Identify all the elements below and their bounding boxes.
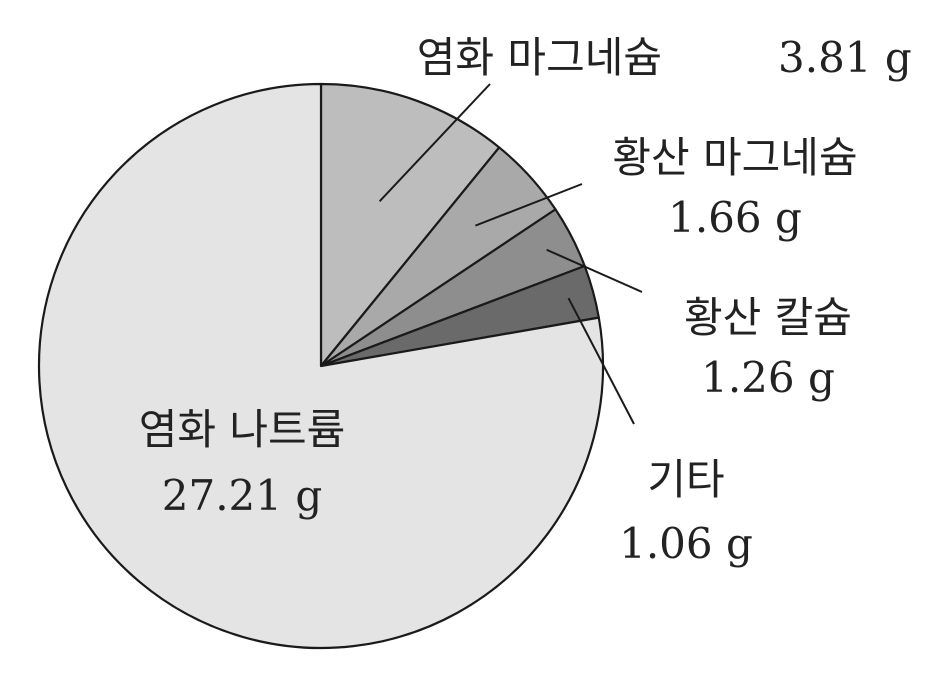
label-calcium-sulfate: 황산 칼슘: [684, 293, 852, 342]
value-calcium-sulfate: 1.26 g: [701, 353, 835, 402]
slices-layer: [37, 82, 605, 650]
value-sodium-chloride: 27.21 g: [162, 471, 322, 520]
leader-magnesium-chloride: [378, 83, 491, 202]
leader-other: [567, 297, 635, 425]
label-other: 기타: [647, 455, 724, 504]
leader-calcium-sulfate: [546, 248, 643, 293]
leader-magnesium-sulfate: [475, 183, 583, 227]
slice-magnesium-chloride: [319, 82, 501, 368]
value-other: 1.06 g: [619, 519, 753, 568]
label-magnesium-sulfate: 황산 마그네슘: [612, 133, 857, 182]
slice-sodium-chloride: [37, 82, 605, 650]
label-sodium-chloride: 염화 나트륨: [139, 405, 346, 454]
label-magnesium-chloride: 염화 마그네슘: [417, 33, 662, 82]
value-magnesium-sulfate: 1.66 g: [668, 193, 802, 242]
value-magnesium-chloride: 3.81 g: [778, 33, 912, 82]
leaders-layer: [378, 83, 643, 425]
